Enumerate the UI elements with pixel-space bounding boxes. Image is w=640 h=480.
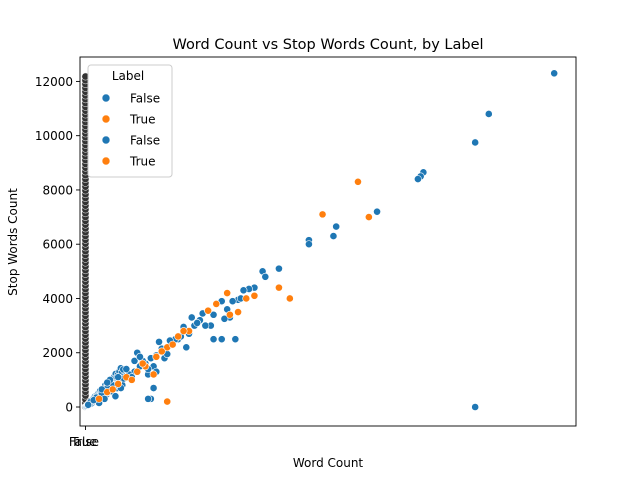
scatter-point-false bbox=[484, 110, 493, 118]
plot-area bbox=[81, 69, 559, 411]
plot-frame bbox=[79, 56, 577, 427]
y-tick-label: 2000 bbox=[42, 346, 73, 360]
x-axis-label: Word Count bbox=[293, 456, 364, 470]
scatter-point-false bbox=[550, 69, 559, 78]
scatter-point-false bbox=[122, 365, 131, 373]
scatter-point-true bbox=[318, 210, 327, 219]
scatter-point-true bbox=[204, 306, 212, 315]
scatter-point-true bbox=[174, 332, 183, 341]
scatter-point-false bbox=[136, 352, 144, 361]
scatter-point-false bbox=[130, 356, 139, 365]
scatter-point-false bbox=[231, 335, 240, 344]
scatter-point-true bbox=[127, 375, 136, 384]
scatter-point-true bbox=[168, 340, 177, 349]
scatter-point-false bbox=[84, 400, 93, 409]
scatter-point-false bbox=[414, 175, 422, 183]
scatter-point-false bbox=[228, 297, 237, 306]
scatter-point-false bbox=[144, 394, 153, 403]
y-axis: 0 2000 4000 6000 8000 10000 12000 bbox=[35, 75, 80, 415]
scatter-point-false bbox=[193, 318, 202, 327]
legend-marker bbox=[101, 135, 111, 145]
y-tick-label: 8000 bbox=[42, 183, 73, 197]
y-tick-label: 6000 bbox=[42, 238, 73, 252]
scatter-point-true bbox=[133, 367, 142, 376]
scatter-point-true bbox=[163, 397, 172, 406]
scatter-point-true bbox=[275, 283, 283, 292]
scatter-point-false bbox=[149, 384, 158, 392]
y-tick-label: 4000 bbox=[42, 292, 73, 306]
scatter-point-false bbox=[201, 321, 210, 330]
scatter-point-true bbox=[285, 294, 294, 303]
legend-entry-label: True bbox=[129, 155, 156, 169]
scatter-point-true bbox=[234, 308, 242, 316]
legend-title: Label bbox=[112, 69, 144, 83]
scatter-point-false bbox=[329, 232, 338, 240]
scatter-point-false bbox=[114, 373, 123, 382]
x-tick-label: True bbox=[70, 435, 97, 449]
y-axis-label: Stop Words Count bbox=[6, 188, 20, 296]
legend-entry-label: True bbox=[129, 113, 156, 127]
scatter-point-true bbox=[152, 352, 161, 361]
scatter-point-false bbox=[209, 310, 218, 319]
scatter-point-true bbox=[157, 347, 166, 356]
scatter-point-true bbox=[223, 289, 232, 297]
scatter-point-true bbox=[212, 300, 221, 308]
scatter-point-true bbox=[242, 294, 251, 303]
y-tick-label: 12000 bbox=[35, 75, 73, 89]
scatter-point-true bbox=[149, 370, 158, 379]
chart-title: Word Count vs Stop Words Count, by Label bbox=[172, 37, 483, 53]
legend-marker bbox=[101, 156, 111, 166]
scatter-point-false bbox=[471, 138, 480, 147]
scatter-point-false bbox=[182, 343, 191, 352]
scatter-point-true bbox=[108, 385, 117, 394]
scatter-point-true bbox=[225, 310, 234, 319]
scatter-point-true bbox=[138, 359, 147, 368]
x-tick-label: False bbox=[69, 435, 99, 449]
scatter-point-false bbox=[373, 207, 381, 216]
legend-entry-label: False bbox=[130, 92, 160, 106]
scatter-point-false bbox=[111, 392, 120, 401]
scatter-point-false bbox=[103, 378, 112, 387]
legend-marker bbox=[101, 114, 111, 124]
scatter-point-false bbox=[155, 337, 163, 346]
scatter-point-false bbox=[220, 314, 229, 323]
scatter-point-false bbox=[471, 403, 480, 411]
scatter-point-false bbox=[305, 240, 313, 249]
scatter-point-false bbox=[261, 272, 270, 281]
scatter-point-true bbox=[250, 291, 259, 300]
legend: Label False True False True bbox=[87, 64, 173, 178]
scatter-point-false bbox=[239, 286, 248, 295]
scatter-point-false bbox=[187, 313, 196, 322]
y-tick-label: 10000 bbox=[35, 129, 73, 143]
y-tick-label: 0 bbox=[65, 401, 73, 415]
scatter-point-false bbox=[217, 335, 226, 344]
scatter-point-false bbox=[209, 335, 218, 344]
scatter-point-false bbox=[275, 264, 283, 273]
scatter-point-true bbox=[179, 327, 188, 335]
legend-marker bbox=[101, 93, 111, 103]
scatter-point-true bbox=[95, 394, 103, 403]
legend-entry-label: False bbox=[130, 134, 160, 148]
scatter-point-true bbox=[364, 213, 373, 221]
scatter-point-true bbox=[354, 177, 362, 186]
scatter-point-true bbox=[114, 380, 123, 388]
legend-box bbox=[87, 64, 173, 178]
scatter-point-false bbox=[332, 222, 341, 231]
